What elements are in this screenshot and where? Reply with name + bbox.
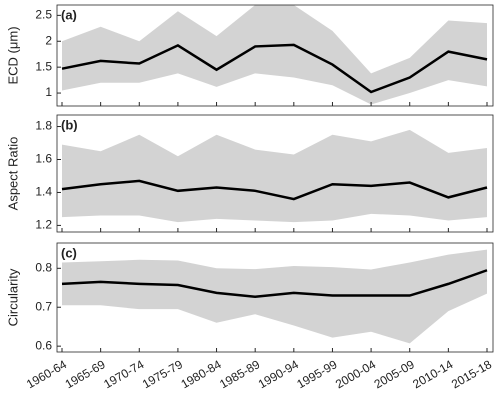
range-band [62, 129, 487, 223]
x-tick-label: 1975-79 [140, 357, 185, 391]
axes-frame [56, 242, 494, 353]
x-tick-label: 1990-94 [256, 357, 301, 391]
y-tick-label: 1.8 [35, 119, 52, 133]
x-tick-label: 1980-84 [178, 357, 223, 391]
y-tick-label: 1 [45, 85, 52, 99]
y-axis-label: ECD (μm) [5, 26, 20, 84]
range-band [62, 5, 487, 105]
panel-label: (c) [61, 245, 77, 260]
mean-line [61, 269, 488, 298]
y-tick-label: 1.5 [35, 59, 52, 73]
axes-frame [56, 114, 494, 233]
y-tick-label: 0.8 [35, 260, 52, 274]
plot-area [61, 129, 488, 223]
y-axis-label: Circularity [5, 268, 20, 326]
x-tick-label: 1985-89 [217, 357, 262, 391]
x-tick-label: 2015-18 [449, 357, 494, 391]
axes-frame [56, 4, 494, 107]
y-tick-label: 2 [45, 33, 52, 47]
x-tick-label: 1960-64 [24, 357, 69, 391]
plot-area [61, 5, 488, 105]
panel-label: (a) [61, 7, 77, 22]
x-tick-label: 1995-99 [294, 357, 339, 391]
range-band [62, 249, 487, 344]
y-tick-label: 2.5 [35, 8, 52, 22]
plot-area [61, 249, 488, 344]
y-tick-label: 1.4 [35, 185, 52, 199]
y-tick-label: 1.6 [35, 152, 52, 166]
y-tick-label: 0.6 [35, 338, 52, 352]
mean-line [61, 43, 488, 94]
x-tick-label: 2005-09 [372, 357, 417, 391]
x-tick-label: 2000-04 [333, 357, 378, 391]
panel-label: (b) [61, 117, 78, 132]
x-tick-label: 2010-14 [410, 357, 455, 391]
x-tick-label: 1965-69 [63, 357, 108, 391]
y-tick-label: 0.7 [35, 299, 52, 313]
x-tick-label: 1970-74 [101, 357, 146, 391]
y-tick-label: 1.2 [35, 218, 52, 232]
y-axis-label: Aspect Ratio [5, 137, 20, 211]
mean-line [61, 179, 488, 201]
